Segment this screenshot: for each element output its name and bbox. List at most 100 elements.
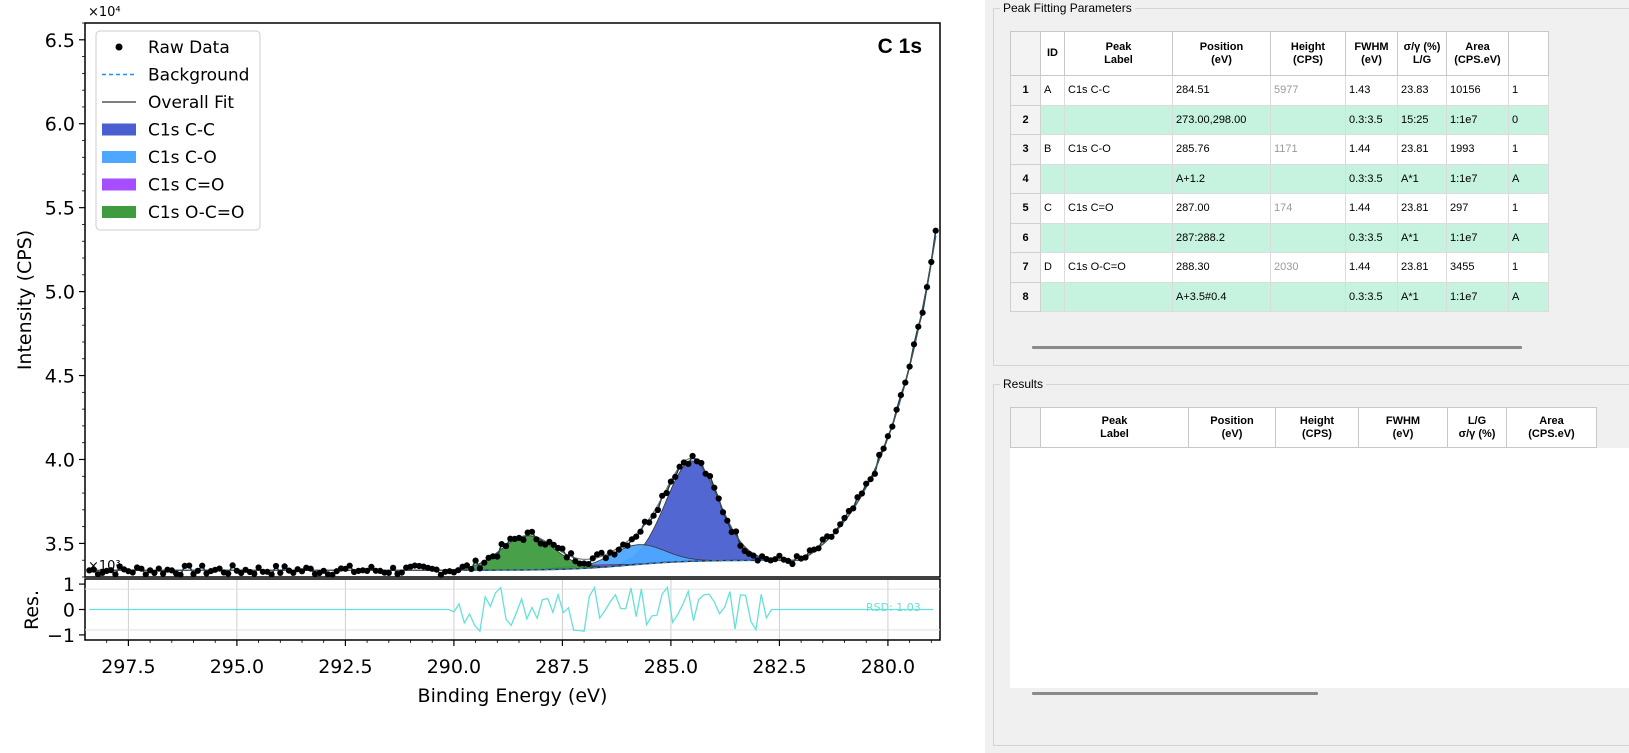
- params-cell[interactable]: C1s C-C: [1064, 75, 1173, 106]
- params-cell[interactable]: 0.3:3.5: [1345, 222, 1398, 253]
- params-cell[interactable]: 1.44: [1345, 252, 1398, 283]
- params-cell[interactable]: [1270, 104, 1346, 135]
- params-cell[interactable]: 2030: [1270, 252, 1346, 283]
- params-cell[interactable]: A+1.2: [1172, 163, 1271, 194]
- params-cell[interactable]: A: [1508, 222, 1549, 253]
- params-cell[interactable]: 0.3:3.5: [1345, 163, 1398, 194]
- params-cell[interactable]: 1.43: [1345, 75, 1398, 106]
- params-cell[interactable]: 23.81: [1397, 134, 1447, 165]
- params-header[interactable]: [1508, 31, 1549, 76]
- results-header[interactable]: Position (eV): [1188, 407, 1276, 448]
- params-row[interactable]: 7 D C1s O-C=O 288.30 2030 1.44 23.81 3455 1: [1010, 252, 1549, 283]
- row-number[interactable]: 2: [1010, 104, 1041, 135]
- params-cell[interactable]: A: [1508, 281, 1549, 312]
- results-header[interactable]: L/G σ/γ (%): [1447, 407, 1507, 448]
- params-row[interactable]: 6 287:288.2 0.3:3.5 A*1 1:1e7 A: [1010, 222, 1549, 253]
- params-cell[interactable]: 1.44: [1345, 193, 1398, 224]
- params-cell[interactable]: 287:288.2: [1172, 222, 1271, 253]
- params-row[interactable]: 1 A C1s C-C 284.51 5977 1.43 23.83 10156 1: [1010, 75, 1549, 106]
- params-cell[interactable]: [1064, 222, 1173, 253]
- params-row[interactable]: 2 273.00,298.00 0.3:3.5 15:25 1:1e7 0: [1010, 104, 1549, 135]
- row-number[interactable]: 6: [1010, 222, 1041, 253]
- params-cell[interactable]: 0: [1508, 104, 1549, 135]
- params-header[interactable]: Height (CPS): [1270, 31, 1346, 76]
- peak-params-table[interactable]: ID Peak Label Position (eV) Height (CPS)…: [1010, 31, 1549, 312]
- params-header[interactable]: σ/γ (%) L/G: [1397, 31, 1447, 76]
- params-cell[interactable]: 0.3:3.5: [1345, 281, 1398, 312]
- params-cell[interactable]: C1s O-C=O: [1064, 252, 1173, 283]
- params-cell[interactable]: 5977: [1270, 75, 1346, 106]
- row-number[interactable]: 5: [1010, 193, 1041, 224]
- params-cell[interactable]: 1:1e7: [1446, 104, 1509, 135]
- params-cell[interactable]: [1040, 222, 1065, 253]
- results-header[interactable]: Height (CPS): [1275, 407, 1359, 448]
- params-cell[interactable]: [1040, 281, 1065, 312]
- params-row[interactable]: 4 A+1.2 0.3:3.5 A*1 1:1e7 A: [1010, 163, 1549, 194]
- results-table[interactable]: Peak Label Position (eV) Height (CPS) FW…: [1010, 407, 1597, 448]
- params-cell[interactable]: [1270, 163, 1346, 194]
- row-number[interactable]: 4: [1010, 163, 1041, 194]
- params-cell[interactable]: 1:1e7: [1446, 163, 1509, 194]
- params-row[interactable]: 3 B C1s C-O 285.76 1171 1.44 23.81 1993 1: [1010, 134, 1549, 165]
- params-cell[interactable]: 1.44: [1345, 134, 1398, 165]
- spectrum-plot[interactable]: C 1s 6.5 6.0 5.5 5.0 4.5 4.0 3.5 ×10⁴ Intensity (…: [0, 0, 985, 753]
- params-cell[interactable]: [1064, 163, 1173, 194]
- params-header[interactable]: Area (CPS.eV): [1446, 31, 1509, 76]
- results-header[interactable]: Area (CPS.eV): [1506, 407, 1597, 448]
- params-header[interactable]: FWHM (eV): [1345, 31, 1398, 76]
- params-cell[interactable]: 10156: [1446, 75, 1509, 106]
- params-corner[interactable]: [1010, 31, 1041, 76]
- params-cell[interactable]: D: [1040, 252, 1065, 283]
- params-cell[interactable]: A+3.5#0.4: [1172, 281, 1271, 312]
- params-cell[interactable]: [1270, 222, 1346, 253]
- params-cell[interactable]: 3455: [1446, 252, 1509, 283]
- params-cell[interactable]: [1064, 281, 1173, 312]
- params-cell[interactable]: 1: [1508, 75, 1549, 106]
- params-cell[interactable]: 288.30: [1172, 252, 1271, 283]
- params-cell[interactable]: [1064, 104, 1173, 135]
- params-row[interactable]: 8 A+3.5#0.4 0.3:3.5 A*1 1:1e7 A: [1010, 281, 1549, 312]
- results-header[interactable]: Peak Label: [1040, 407, 1189, 448]
- params-row[interactable]: 5 C C1s C=O 287.00 174 1.44 23.81 297 1: [1010, 193, 1549, 224]
- params-cell[interactable]: C1s C-O: [1064, 134, 1173, 165]
- params-cell[interactable]: 1: [1508, 252, 1549, 283]
- params-cell[interactable]: 1:1e7: [1446, 281, 1509, 312]
- params-cell[interactable]: A*1: [1397, 222, 1447, 253]
- row-number[interactable]: 7: [1010, 252, 1041, 283]
- row-number[interactable]: 8: [1010, 281, 1041, 312]
- params-cell[interactable]: 1993: [1446, 134, 1509, 165]
- params-cell[interactable]: 273.00,298.00: [1172, 104, 1271, 135]
- params-cell[interactable]: 0.3:3.5: [1345, 104, 1398, 135]
- row-number[interactable]: 1: [1010, 75, 1041, 106]
- params-cell[interactable]: A*1: [1397, 281, 1447, 312]
- params-cell[interactable]: [1040, 104, 1065, 135]
- params-cell[interactable]: 23.81: [1397, 252, 1447, 283]
- results-corner[interactable]: [1010, 407, 1041, 448]
- params-cell[interactable]: 1: [1508, 193, 1549, 224]
- params-cell[interactable]: A: [1040, 75, 1065, 106]
- params-header[interactable]: Position (eV): [1172, 31, 1271, 76]
- params-cell[interactable]: 284.51: [1172, 75, 1271, 106]
- params-cell[interactable]: A*1: [1397, 163, 1447, 194]
- params-cell[interactable]: B: [1040, 134, 1065, 165]
- params-cell[interactable]: A: [1508, 163, 1549, 194]
- params-cell[interactable]: [1270, 281, 1346, 312]
- results-header[interactable]: FWHM (eV): [1358, 407, 1448, 448]
- params-cell[interactable]: 23.81: [1397, 193, 1447, 224]
- params-cell[interactable]: 174: [1270, 193, 1346, 224]
- params-cell[interactable]: 297: [1446, 193, 1509, 224]
- params-cell[interactable]: 15:25: [1397, 104, 1447, 135]
- params-header[interactable]: Peak Label: [1064, 31, 1173, 76]
- params-cell[interactable]: C: [1040, 193, 1065, 224]
- params-header[interactable]: ID: [1040, 31, 1065, 76]
- params-cell[interactable]: C1s C=O: [1064, 193, 1173, 224]
- params-cell[interactable]: [1040, 163, 1065, 194]
- results-horizontal-scrollbar[interactable]: [1032, 692, 1318, 695]
- params-cell[interactable]: 1:1e7: [1446, 222, 1509, 253]
- params-cell[interactable]: 23.83: [1397, 75, 1447, 106]
- params-horizontal-scrollbar[interactable]: [1032, 346, 1522, 349]
- row-number[interactable]: 3: [1010, 134, 1041, 165]
- params-cell[interactable]: 287.00: [1172, 193, 1271, 224]
- params-cell[interactable]: 285.76: [1172, 134, 1271, 165]
- params-cell[interactable]: 1: [1508, 134, 1549, 165]
